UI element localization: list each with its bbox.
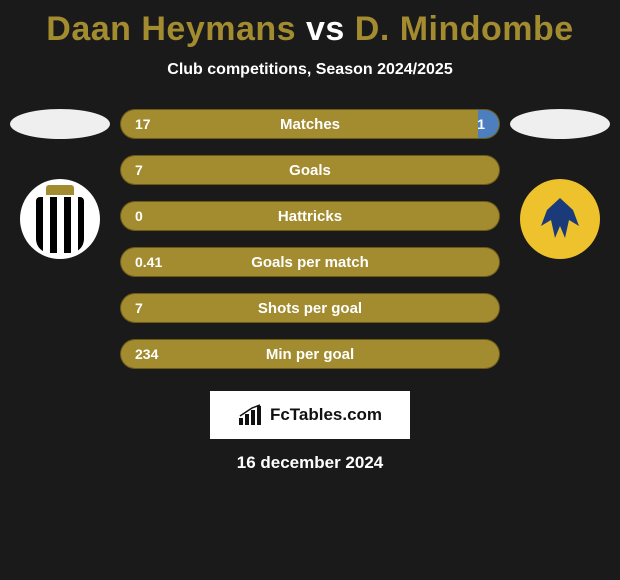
eagle-icon [533,192,587,246]
player2-name: D. Mindombe [355,10,574,48]
branding-box: FcTables.com [210,391,410,439]
date-line: 16 december 2024 [0,453,620,473]
stat-label: Goals per match [121,248,499,276]
stat-row: 7Goals [120,155,500,185]
subtitle: Club competitions, Season 2024/2025 [0,61,620,79]
fctables-logo-icon [238,404,264,426]
comparison-content: 171Matches 7Goals 0Hattricks 0.41Goals per … [0,109,620,369]
player1-name: Daan Heymans [46,10,296,48]
stat-label: Hattricks [121,202,499,230]
stat-label: Matches [121,110,499,138]
stat-label: Shots per goal [121,294,499,322]
stat-row: 7Shots per goal [120,293,500,323]
left-player-column [0,109,120,259]
stat-row: 0.41Goals per match [120,247,500,277]
crown-icon [46,185,74,195]
stat-row: 0Hattricks [120,201,500,231]
stat-row: 234Min per goal [120,339,500,369]
right-player-column [500,109,620,259]
comparison-title: Daan Heymans vs D. Mindombe [0,0,620,49]
stat-row: 171Matches [120,109,500,139]
stat-bars: 171Matches 7Goals 0Hattricks 0.41Goals per … [120,109,500,369]
vs-word: vs [306,10,345,48]
right-club-badge [520,179,600,259]
stripes-icon [36,197,84,253]
stat-label: Min per goal [121,340,499,368]
left-club-badge [20,179,100,259]
branding-text: FcTables.com [270,405,382,425]
left-player-silhouette [10,109,110,139]
stat-label: Goals [121,156,499,184]
right-player-silhouette [510,109,610,139]
